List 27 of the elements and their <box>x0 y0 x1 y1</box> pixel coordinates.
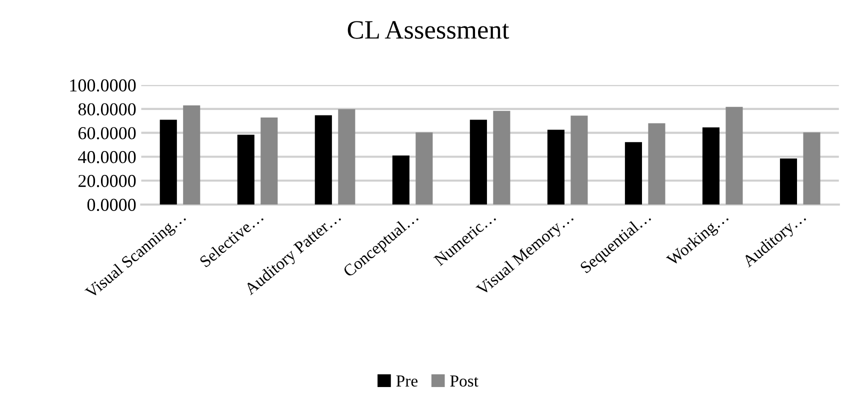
y-tick-label: 40.0000 <box>78 150 136 164</box>
bar <box>547 130 564 205</box>
bar <box>726 106 743 205</box>
bar <box>570 116 588 205</box>
y-tick-label: 20.0000 <box>78 174 136 188</box>
bar <box>260 118 278 205</box>
bar <box>780 158 798 205</box>
bar <box>470 120 487 205</box>
y-tick-label: 0.0000 <box>87 198 136 212</box>
chart-title: CL Assessment <box>348 21 510 39</box>
bar <box>392 156 410 205</box>
bar <box>493 110 510 205</box>
bar <box>648 123 666 205</box>
bar <box>803 132 820 205</box>
bar <box>314 115 332 205</box>
bar <box>338 109 356 205</box>
bar <box>416 132 433 205</box>
y-tick-label: 60.0000 <box>78 127 136 140</box>
bar <box>183 105 200 205</box>
bar <box>237 134 254 205</box>
bar <box>624 142 642 205</box>
legend-label: Post <box>450 376 478 387</box>
y-tick-label: 80.0000 <box>78 103 136 116</box>
legend-label: Pre <box>396 376 418 387</box>
bar <box>702 127 720 205</box>
bar <box>160 120 177 205</box>
y-tick-label: 100.0000 <box>70 79 136 92</box>
